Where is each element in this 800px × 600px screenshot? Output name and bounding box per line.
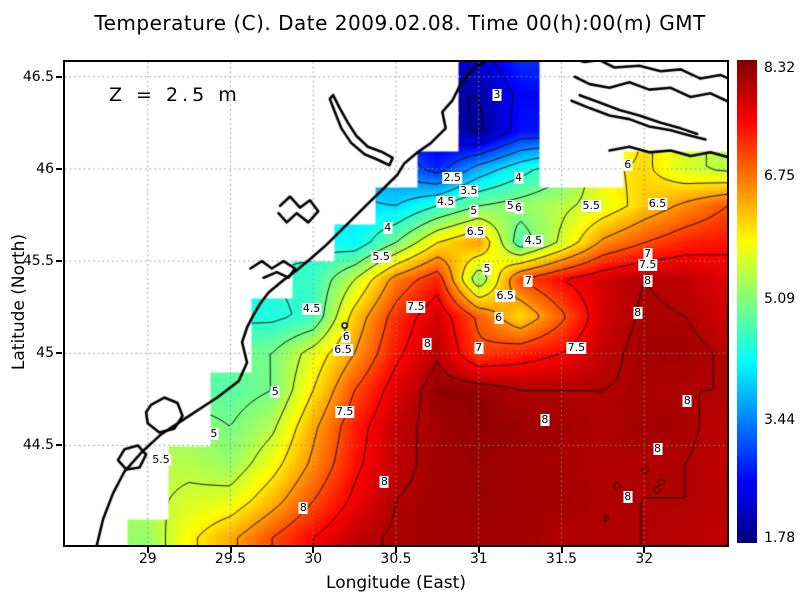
contour-label-6.5: 6.5 bbox=[465, 224, 486, 238]
contour-label-6: 6 bbox=[494, 311, 504, 325]
y-tick-mark bbox=[56, 352, 62, 355]
y-tick-mark bbox=[56, 260, 62, 263]
x-tick-mark bbox=[477, 547, 480, 553]
x-tick-label: 32 bbox=[635, 551, 654, 567]
contour-label-7.5: 7.5 bbox=[406, 300, 426, 314]
contour-label-8: 8 bbox=[540, 412, 550, 426]
contour-label-6: 6 bbox=[341, 329, 351, 343]
contour-label-7: 7 bbox=[523, 274, 533, 288]
x-tick-label: 31.5 bbox=[545, 551, 578, 567]
contour-label-8: 8 bbox=[623, 490, 633, 504]
y-axis-label: Latitude (North) bbox=[9, 233, 29, 371]
contour-label-4.5: 4.5 bbox=[523, 233, 544, 247]
y-tick-label: 45 bbox=[36, 345, 54, 362]
contour-label-7: 7 bbox=[474, 340, 484, 354]
contour-label-6.5: 6.5 bbox=[495, 289, 515, 303]
contour-label-8: 8 bbox=[643, 274, 653, 288]
x-tick-label: 29.5 bbox=[214, 551, 247, 567]
contour-label-7: 7 bbox=[643, 246, 653, 260]
depth-annotation: Z = 2.5 m bbox=[109, 84, 241, 106]
contour-label-4.5: 4.5 bbox=[435, 195, 456, 209]
y-tick-mark bbox=[56, 444, 62, 447]
y-tick-label: 45.5 bbox=[22, 253, 54, 270]
x-tick-label: 29 bbox=[138, 551, 157, 567]
colorbar-tick-label: 8.32 bbox=[764, 60, 796, 76]
colorbar-tick-label: 6.75 bbox=[764, 167, 796, 184]
contour-label-3.5: 3.5 bbox=[459, 184, 479, 197]
contour-label-5: 5 bbox=[209, 427, 219, 441]
x-axis-label: Longitude (East) bbox=[326, 573, 466, 593]
contour-label-5: 5 bbox=[469, 204, 479, 218]
contour-label-2.5: 2.5 bbox=[442, 171, 463, 185]
x-tick-mark bbox=[395, 547, 397, 553]
contour-label-3: 3 bbox=[492, 88, 502, 102]
contour-label-5.5: 5.5 bbox=[151, 453, 171, 467]
contour-label-6: 6 bbox=[514, 200, 523, 214]
contour-label-8: 8 bbox=[682, 394, 692, 408]
colorbar-tick-label: 5.09 bbox=[764, 290, 796, 307]
colorbar-tick-label: 1.78 bbox=[764, 530, 796, 546]
contour-label-8: 8 bbox=[298, 501, 308, 515]
map-plot-area: 3 2.5 4 3.5 4.5 5 5 6 6 5.5 6.5 6.5 4.5 4 7 7.5 8 5 7 6.5 6 7… bbox=[63, 60, 729, 547]
contour-label-5.5: 5.5 bbox=[581, 198, 602, 212]
x-tick-label: 30.5 bbox=[380, 551, 412, 567]
y-tick-label: 44.5 bbox=[22, 437, 54, 454]
contour-label-8: 8 bbox=[422, 337, 432, 351]
contour-label-5: 5 bbox=[270, 385, 280, 398]
contour-label-7.5: 7.5 bbox=[566, 340, 587, 354]
y-tick-mark bbox=[56, 167, 62, 170]
colorbar-tick-label: 3.44 bbox=[764, 412, 796, 429]
y-tick-label: 46 bbox=[36, 160, 54, 177]
contour-label-4: 4 bbox=[383, 220, 393, 234]
x-tick-mark bbox=[146, 547, 149, 553]
contour-label-6.5: 6.5 bbox=[333, 342, 353, 356]
contour-label-6: 6 bbox=[623, 158, 633, 172]
colorbar bbox=[737, 60, 757, 543]
x-tick-label: 30 bbox=[304, 551, 323, 567]
contour-label-4.5: 4.5 bbox=[301, 302, 322, 315]
x-tick-mark bbox=[229, 547, 232, 553]
plot-title: Temperature (C). Date 2009.02.08. Time 0… bbox=[94, 11, 706, 35]
x-tick-mark bbox=[560, 547, 563, 553]
x-tick-mark bbox=[312, 547, 315, 553]
y-tick-mark bbox=[56, 75, 62, 78]
contour-label-5: 5 bbox=[482, 261, 492, 275]
contour-label-7.5: 7.5 bbox=[334, 405, 355, 419]
contour-label-8: 8 bbox=[653, 442, 662, 456]
contour-label-8: 8 bbox=[633, 305, 643, 319]
y-tick-label: 46.5 bbox=[22, 68, 54, 85]
contour-label-5.5: 5.5 bbox=[371, 250, 391, 264]
contour-label-5: 5 bbox=[505, 198, 515, 212]
temperature-field-canvas bbox=[65, 62, 727, 545]
contour-label-4: 4 bbox=[514, 171, 523, 185]
x-tick-mark bbox=[643, 547, 646, 553]
x-tick-label: 31 bbox=[469, 551, 488, 567]
contour-label-8: 8 bbox=[379, 475, 389, 489]
contour-label-7.5: 7.5 bbox=[637, 257, 658, 271]
contour-label-6.5: 6.5 bbox=[647, 197, 668, 210]
